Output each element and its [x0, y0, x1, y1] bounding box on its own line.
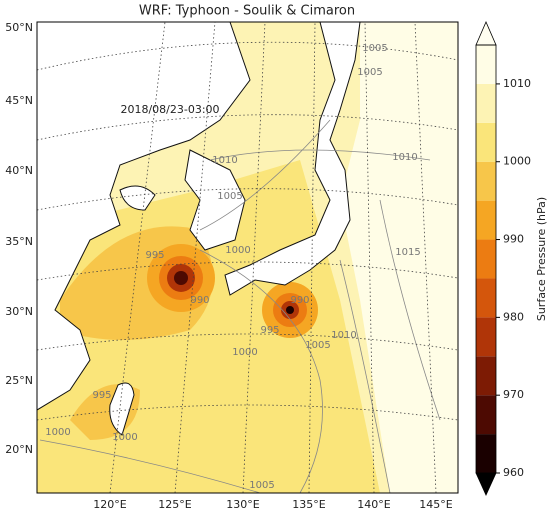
grid-line	[242, 22, 266, 493]
grid-line	[308, 22, 316, 493]
isobar	[199, 119, 331, 231]
colorbar-band	[476, 122, 496, 162]
grid-line	[364, 22, 375, 493]
contour-label: 1005	[362, 43, 387, 54]
grid-line	[37, 404, 458, 421]
colorbar-tick-label: 990	[503, 233, 524, 246]
colorbar-under	[475, 472, 497, 496]
lat-label: 30°N	[5, 305, 33, 318]
lat-label: 40°N	[5, 164, 33, 177]
map: 2018/08/23-03:00	[37, 22, 458, 493]
colorbar-tick-label: 980	[503, 310, 524, 323]
isobar	[199, 249, 323, 493]
colorbar-band	[476, 161, 496, 201]
taiwan	[109, 382, 135, 436]
contour-label: 1005	[217, 191, 242, 202]
lon-label: 140°E	[357, 498, 390, 511]
japan	[224, 22, 361, 296]
colorbar-band	[476, 83, 496, 123]
lat-label: 45°N	[5, 94, 33, 107]
colorbar-frame	[475, 44, 497, 474]
grid-line	[174, 22, 216, 493]
contour-label: 1000	[232, 347, 257, 358]
lat-label: 35°N	[5, 235, 33, 248]
isobar	[379, 199, 441, 421]
lon-label: 145°E	[419, 498, 452, 511]
title: WRF: Typhoon - Soulik & Cimaron	[139, 4, 355, 19]
lat-label: 50°N	[5, 21, 33, 34]
grid-line	[37, 333, 458, 351]
colorbar-band	[476, 45, 496, 84]
contour-label: 1010	[331, 330, 356, 341]
contour-label: 1000	[225, 245, 250, 256]
isobar	[339, 259, 391, 493]
shandong	[119, 185, 156, 211]
colorbar-band	[476, 278, 496, 318]
contour-label: 1005	[249, 480, 274, 491]
lat-label: 20°N	[5, 443, 33, 456]
colorbar-band	[476, 356, 496, 396]
colorbar-band	[476, 239, 496, 279]
colorbar-tick-label: 1010	[503, 77, 531, 90]
colorbar-over	[475, 20, 497, 46]
contour-label: 995	[260, 325, 279, 336]
korea	[184, 149, 246, 251]
contour-label: 1000	[112, 432, 137, 443]
pale-region	[340, 22, 458, 493]
contour-label: 990	[190, 295, 209, 306]
colorbar-band	[476, 200, 496, 240]
contour-label: 995	[145, 250, 164, 261]
timestamp: 2018/08/23-03:00	[120, 103, 219, 116]
colorbar-tick-label: 960	[503, 466, 524, 479]
colorbar-band	[476, 395, 496, 435]
contour-label: 1010	[392, 152, 417, 163]
grid-line	[37, 188, 458, 211]
grid-line	[414, 22, 437, 493]
grid-line	[37, 261, 458, 281]
contour-label: 1005	[357, 67, 382, 78]
lat-label: 25°N	[5, 374, 33, 387]
mainland	[37, 22, 251, 411]
grid-line	[109, 22, 166, 493]
typhoon-ring	[286, 306, 294, 314]
colorbar-label: Surface Pressure (hPa)	[535, 197, 548, 321]
lon-label: 130°E	[226, 498, 259, 511]
lon-label: 125°E	[158, 498, 191, 511]
map-frame	[36, 21, 459, 494]
colorbar-band	[476, 317, 496, 357]
contour-label: 1005	[305, 340, 330, 351]
contour-label: 1010	[212, 155, 237, 166]
lon-label: 120°E	[93, 498, 126, 511]
contour-label: 995	[92, 390, 111, 401]
colorbar-tick-label: 970	[503, 388, 524, 401]
colorbar-band	[476, 434, 496, 473]
isobar	[209, 149, 431, 161]
contour-label: 990	[290, 295, 309, 306]
isobar	[39, 439, 261, 493]
colorbar-tick-label: 1000	[503, 155, 531, 168]
typhoon-ring	[174, 271, 188, 285]
contour-label: 1000	[45, 427, 70, 438]
contour-label: 1015	[395, 247, 420, 258]
lon-label: 135°E	[292, 498, 325, 511]
